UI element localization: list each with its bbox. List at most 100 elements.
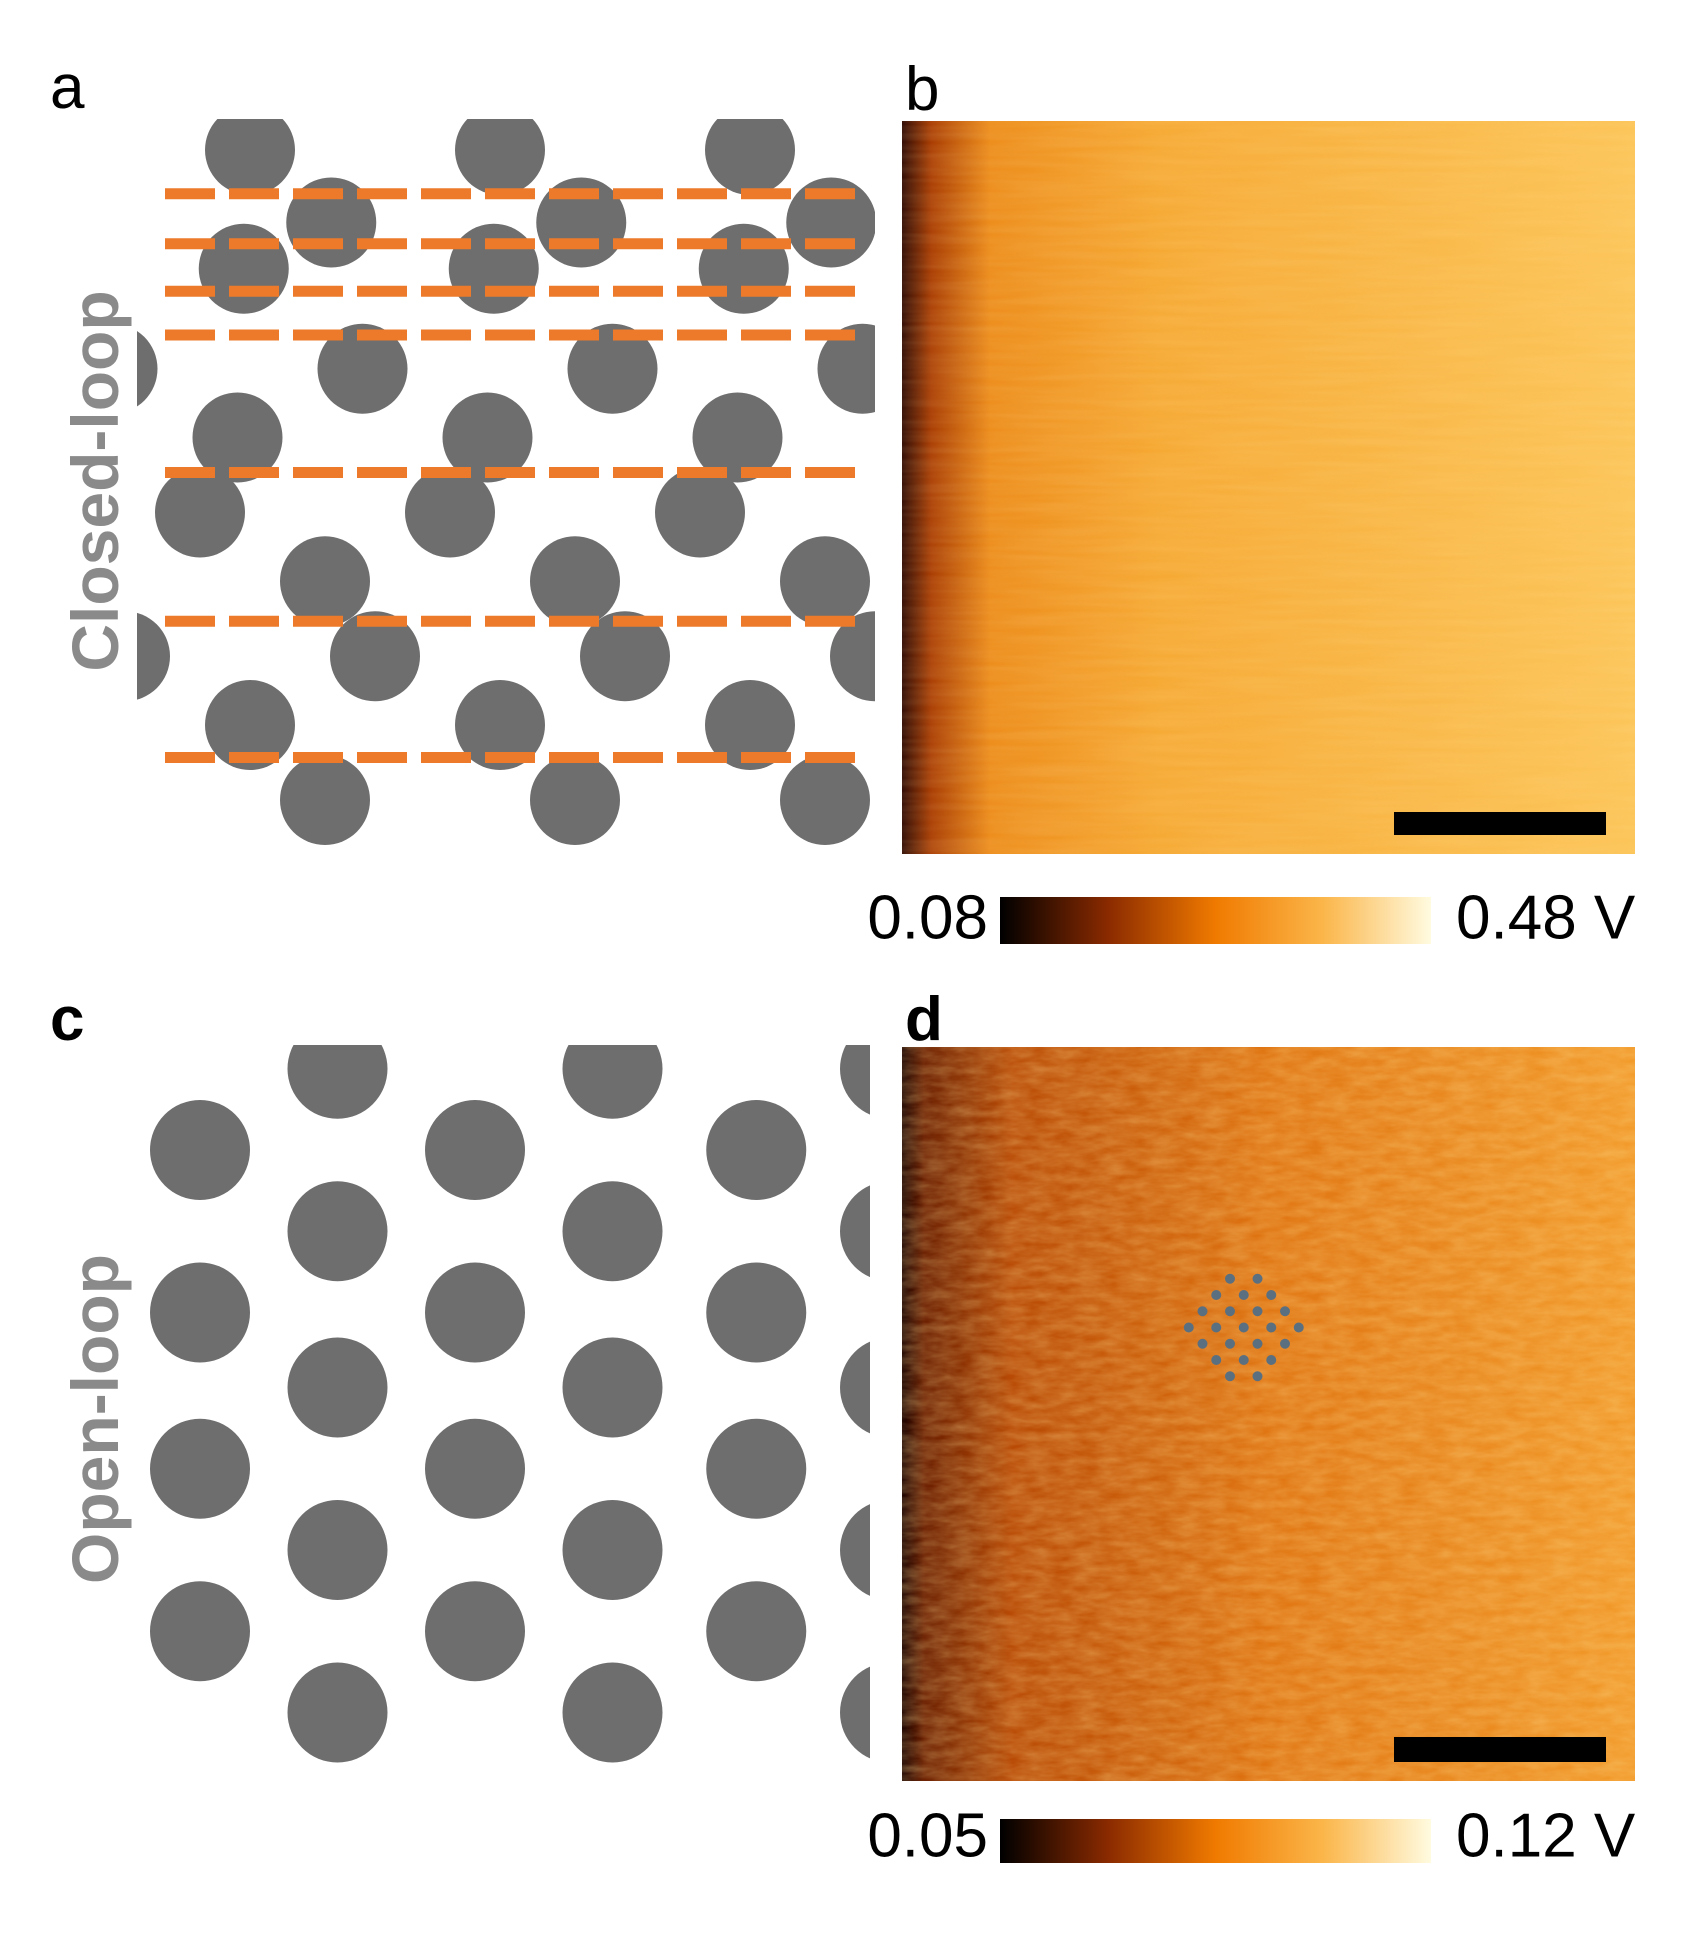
lattice-dot: [1211, 1290, 1222, 1300]
atom: [442, 392, 533, 483]
colorbar-min: 0.05: [867, 1801, 988, 1870]
atom: [706, 1100, 807, 1200]
atom: [698, 223, 789, 314]
atom: [840, 1666, 870, 1759]
atom: [830, 611, 875, 702]
lattice-dot: [1183, 1322, 1194, 1333]
atom: [137, 612, 170, 700]
colorbar-max: 0.12 V: [1456, 1801, 1636, 1870]
atom: [840, 1045, 870, 1115]
atom: [287, 1662, 388, 1763]
atom: [448, 223, 539, 314]
atom: [287, 1500, 388, 1600]
panel-label: d: [905, 985, 943, 1054]
atom: [287, 1181, 388, 1282]
atom: [530, 536, 620, 627]
atom: [137, 331, 158, 407]
atom: [840, 1504, 870, 1596]
atom: [287, 1045, 388, 1119]
atom: [817, 323, 875, 414]
lattice-dot: [1197, 1338, 1208, 1349]
panel-label: a: [50, 53, 85, 122]
lattice-dot: [1225, 1338, 1235, 1349]
atom: [0, 680, 45, 770]
atom: [567, 323, 658, 414]
atom: [205, 680, 295, 770]
atom: [150, 1581, 250, 1682]
atom: [205, 119, 295, 195]
atom: [840, 1341, 870, 1434]
atom: [0, 224, 39, 314]
scale-bar: [1394, 812, 1606, 835]
atom: [287, 1337, 388, 1438]
atom: [198, 223, 289, 314]
atom: [706, 1418, 807, 1519]
scale-bar: [1394, 1737, 1606, 1762]
atom: [150, 1418, 250, 1519]
lattice-dot: [1266, 1322, 1277, 1333]
lattice-dot: [1252, 1338, 1263, 1349]
lattice-dot: [1293, 1322, 1304, 1333]
map-b-texture: [902, 121, 1635, 854]
atom: [692, 392, 783, 483]
atom: [425, 1581, 525, 1682]
lattice-dot: [1252, 1306, 1263, 1317]
atom: [150, 1262, 250, 1363]
lattice-open: [150, 1045, 870, 1763]
atom: [192, 392, 283, 483]
atom: [425, 1262, 525, 1363]
colorbar: [1000, 1819, 1431, 1863]
lattice-dot: [1211, 1322, 1222, 1333]
atom: [317, 323, 408, 414]
atom: [0, 105, 45, 195]
atom: [330, 611, 420, 702]
atom: [280, 755, 370, 845]
atom: [780, 536, 870, 627]
colorbar-max: 0.48 V: [1456, 883, 1636, 952]
atom: [562, 1337, 663, 1438]
panel-label: b: [905, 55, 939, 124]
atom: [425, 1418, 525, 1519]
atom: [562, 1662, 663, 1763]
lattice-dot: [1225, 1273, 1235, 1284]
colorbar-min: 0.08: [867, 883, 988, 952]
scan-lines: [165, 188, 860, 763]
atom: [425, 1100, 525, 1200]
atom: [455, 680, 545, 770]
atom: [706, 1581, 807, 1682]
lattice-dot: [1225, 1371, 1235, 1382]
atom: [30, 755, 120, 845]
atom: [0, 393, 33, 483]
lattice-dot: [1197, 1306, 1208, 1317]
atom: [562, 1500, 663, 1600]
lattice-dot: [1266, 1355, 1277, 1365]
lattice-dot: [1238, 1355, 1249, 1365]
lattice-dot: [1252, 1371, 1263, 1382]
atom: [455, 119, 545, 195]
lattice-dot: [1225, 1306, 1235, 1317]
atom: [562, 1045, 663, 1119]
atom: [705, 680, 795, 770]
colorbar: [1000, 897, 1431, 944]
map-d-texture: [902, 1047, 1635, 1781]
atom: [840, 1185, 870, 1278]
lattice-overlay: [1183, 1273, 1304, 1382]
lattice-dot: [1280, 1338, 1290, 1349]
row-label: Closed-loop: [58, 290, 132, 671]
atom: [580, 611, 670, 702]
atom: [780, 755, 870, 845]
atom: [562, 1181, 663, 1282]
atom: [705, 119, 795, 195]
panel-label: c: [50, 985, 84, 1054]
lattice-dot: [1266, 1290, 1277, 1300]
atom: [150, 1100, 250, 1200]
atom: [280, 536, 370, 627]
row-label: Open-loop: [58, 1254, 132, 1584]
atom: [655, 467, 745, 558]
atom: [405, 467, 495, 558]
lattice-dot: [1252, 1273, 1263, 1284]
lattice-dot: [1211, 1355, 1222, 1365]
atom: [36, 178, 126, 268]
lattice-dot: [1238, 1290, 1249, 1300]
